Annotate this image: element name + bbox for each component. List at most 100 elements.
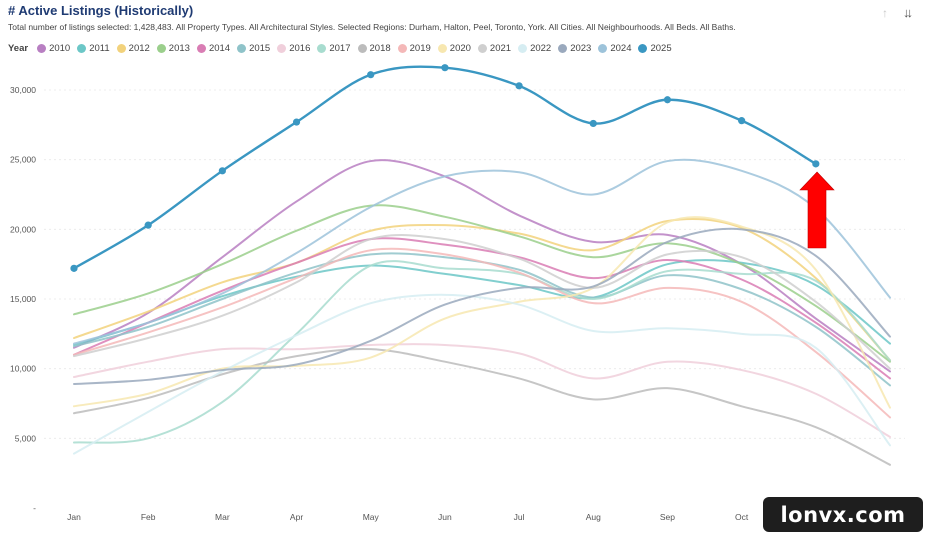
y-tick-label: 5,000 <box>15 433 37 443</box>
legend-label: 2025 <box>650 42 672 54</box>
legend-label: 2019 <box>409 42 431 54</box>
legend-item-2021[interactable]: 2021 <box>477 42 512 54</box>
legend-label: 2010 <box>49 42 71 54</box>
series-line-2018[interactable] <box>73 348 891 466</box>
legend-label: 2022 <box>530 42 552 54</box>
data-point-2025[interactable] <box>144 221 152 229</box>
x-tick-label: May <box>363 512 380 522</box>
legend-swatch <box>598 43 608 53</box>
legend-item-2017[interactable]: 2017 <box>317 42 351 54</box>
y-tick-label: 20,000 <box>10 224 36 234</box>
series-line-2011[interactable] <box>73 259 891 346</box>
series-line-2015[interactable] <box>73 252 891 387</box>
series-line-2016[interactable] <box>73 343 891 438</box>
legend-label: 2013 <box>168 42 190 54</box>
series-points <box>70 64 820 272</box>
legend-item-2020[interactable]: 2020 <box>437 42 471 54</box>
y-tick-label: - <box>33 503 36 513</box>
legend-label: 2011 <box>89 42 110 54</box>
x-tick-label: Oct <box>735 512 749 522</box>
legend-swatch <box>397 43 407 53</box>
legend-swatch <box>477 43 487 53</box>
legend-item-2011[interactable]: 2011 <box>77 42 110 54</box>
series-line-2010[interactable] <box>73 159 891 373</box>
legend-item-2010[interactable]: 2010 <box>37 43 70 54</box>
legend-swatch <box>37 43 47 53</box>
legend-item-2015[interactable]: 2015 <box>237 43 270 54</box>
legend-label: 2017 <box>329 42 351 54</box>
legend-item-2025[interactable]: 2025 <box>638 42 672 54</box>
data-point-2025[interactable] <box>589 119 597 128</box>
legend-swatch <box>357 43 367 53</box>
sort-descending-icon[interactable]: ↓↓ <box>903 5 913 20</box>
legend-item-2023[interactable]: 2023 <box>558 43 591 54</box>
x-tick-label: Mar <box>215 512 230 522</box>
series-line-2022[interactable] <box>73 293 891 455</box>
x-tick-label: Jun <box>438 512 452 522</box>
chart-title: # Active Listings (Historically) <box>8 3 194 18</box>
legend-swatch <box>116 43 126 53</box>
data-point-2025[interactable] <box>367 71 375 79</box>
legend-label: 2012 <box>128 42 150 54</box>
series-line-2020[interactable] <box>73 216 891 409</box>
legend-item-2014[interactable]: 2014 <box>196 42 231 54</box>
series-lines <box>72 65 891 466</box>
legend-label: 2021 <box>489 42 512 54</box>
data-point-2025[interactable] <box>292 118 301 126</box>
legend-item-2013[interactable]: 2013 <box>156 42 190 54</box>
legend-swatch <box>237 43 247 53</box>
x-tick-label: Jan <box>67 512 81 522</box>
legend-swatch <box>317 43 327 53</box>
y-tick-label: 15,000 <box>10 294 36 304</box>
legend-label: 2016 <box>289 42 311 54</box>
series-line-2024[interactable] <box>73 158 891 345</box>
data-point-2025[interactable] <box>812 160 820 168</box>
data-point-2025[interactable] <box>70 264 78 272</box>
data-point-2025[interactable] <box>515 82 523 90</box>
legend-item-2019[interactable]: 2019 <box>397 42 431 54</box>
legend-label: 2024 <box>610 42 632 54</box>
series-line-2021[interactable] <box>73 234 891 370</box>
y-tick-label: 25,000 <box>10 155 36 165</box>
legend-label: 2023 <box>570 42 592 54</box>
watermark: lonvx.com <box>763 497 923 532</box>
legend-label: 2014 <box>208 42 231 54</box>
legend-swatch <box>196 43 206 53</box>
chart-subtitle: Total number of listings selected: 1,428… <box>8 22 736 32</box>
legend-item-2024[interactable]: 2024 <box>598 43 631 54</box>
legend: Year 2010 2011 2012 2013 2014 2015 2016 2017 201… <box>8 41 679 55</box>
series-line-2014[interactable] <box>73 237 891 380</box>
series-line-2019[interactable] <box>73 247 891 419</box>
data-point-2025[interactable] <box>663 96 672 104</box>
x-tick-label: Aug <box>586 512 601 522</box>
legend-item-2018[interactable]: 2018 <box>357 43 391 54</box>
red-arrow-up-icon <box>799 171 835 249</box>
legend-swatch <box>77 43 87 53</box>
legend-title: Year <box>8 42 29 54</box>
y-axis: - 5,000 10,000 15,000 20,000 25,000 30,000 <box>10 85 36 513</box>
legend-swatch <box>558 43 568 53</box>
x-tick-label: Feb <box>141 512 156 522</box>
legend-item-2022[interactable]: 2022 <box>518 43 551 54</box>
series-line-2017[interactable] <box>73 260 891 444</box>
legend-swatch <box>638 43 648 53</box>
legend-item-2012[interactable]: 2012 <box>116 42 150 54</box>
data-point-2025[interactable] <box>738 117 746 125</box>
sort-ascending-icon[interactable]: ↑ <box>882 6 888 20</box>
series-line-2012[interactable] <box>73 218 891 362</box>
legend-swatch <box>156 43 166 53</box>
legend-swatch <box>277 43 287 53</box>
x-tick-label: Jul <box>514 512 525 522</box>
legend-label: 2020 <box>449 42 471 54</box>
y-tick-label: 30,000 <box>10 85 36 95</box>
x-tick-label: Apr <box>290 512 303 522</box>
data-point-2025[interactable] <box>218 167 226 175</box>
series-line-2013[interactable] <box>73 204 891 363</box>
series-line-2023[interactable] <box>73 227 891 385</box>
legend-items: 2010 2011 2012 2013 2014 2015 2016 2017 2018 2019… <box>37 43 679 54</box>
data-point-2025[interactable] <box>441 64 449 72</box>
x-tick-label: Sep <box>660 512 675 522</box>
legend-swatch <box>437 43 447 53</box>
legend-item-2016[interactable]: 2016 <box>277 43 310 54</box>
